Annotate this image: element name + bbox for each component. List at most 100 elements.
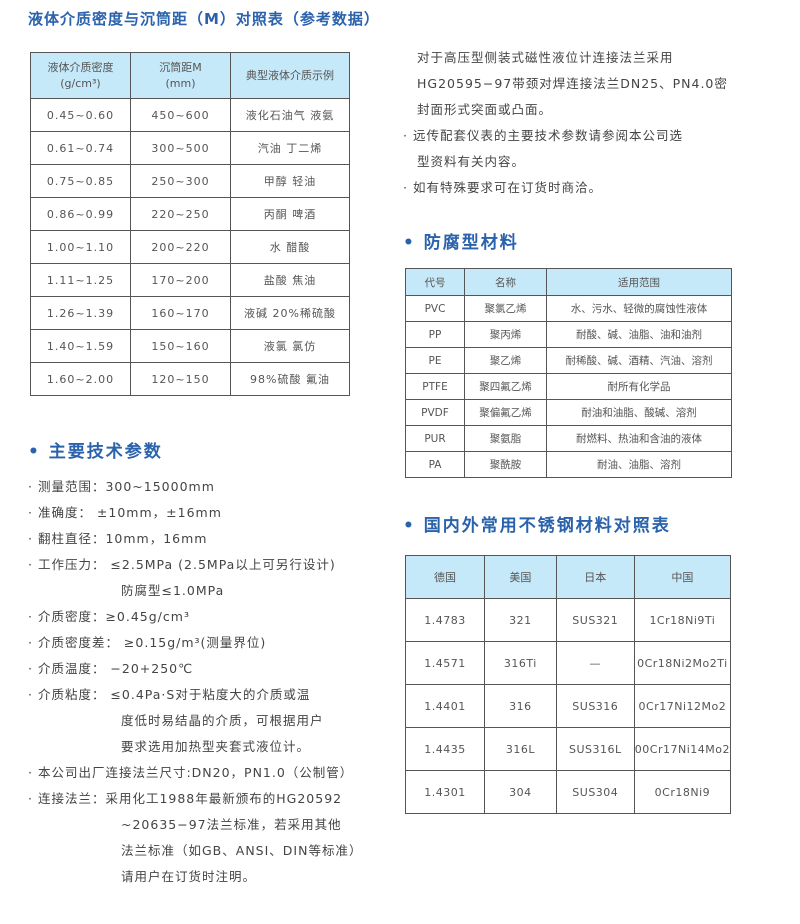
table-cell: 汽油 丁二烯 [230,131,350,165]
table-row: PVDF 聚偏氟乙烯 耐油和油脂、酸碱、溶剂 [405,399,732,426]
table-cell: SUS321 [555,598,635,642]
table-cell: 液碱 20%稀硫酸 [230,296,350,330]
table-cell: 耐稀酸、碱、酒精、汽油、溶剂 [546,347,732,374]
spec-line: ~20635−97法兰标准，若采用其他 [121,817,342,832]
spec-line: · 介质密度：≥0.45g/cm³ [28,609,190,624]
table-cell: 304 [484,770,557,814]
table-cell: 耐酸、碱、油脂、油和油剂 [546,321,732,348]
steel-table: 德国 美国 日本 中国 1.4783 321 SUS321 1Cr18Ni9Ti 1.4… [405,555,732,814]
table-row: 1.40~1.59 150~160 液氯 氯仿 [30,329,350,363]
header-code: 代号 [405,268,465,296]
table-row: 1.4571 316Ti —0Cr18Ni2Mo2Ti [405,641,732,685]
table-row: 1.4301 304 SUS304 0Cr18Ni9 [405,770,732,814]
table-cell: PA [405,451,465,478]
table-cell: 1.4435 [405,727,485,771]
table-row: PUR 聚氨脂 耐燃料、热油和含油的液体 [405,425,732,452]
table-cell: 300~500 [130,131,231,165]
table-row: 0.86~0.99 220~250 丙酮 啤酒 [30,197,350,231]
table-cell: 1.4401 [405,684,485,728]
spec-line: · 连接法兰：采用化工1988年最新颁布的HG20592 [28,791,343,806]
header-distance-label: 沉筒距M [159,60,202,74]
table-cell: PVC [405,295,465,322]
table-cell: 160~170 [130,296,231,330]
table-cell: 1.4301 [405,770,485,814]
table-cell: 316Ti [484,641,557,685]
header-distance-unit: (mm) [165,76,196,90]
table-cell: 水 醋酸 [230,230,350,264]
header-germany: 德国 [405,555,485,599]
spec-line: · 本公司出厂连接法兰尺寸:DN20，PN1.0（公制管） [28,765,354,780]
table-cell: 1.60~2.00 [30,362,131,396]
table-cell: 200~220 [130,230,231,264]
table-cell: 00Cr17Ni14Mo2 [633,727,732,771]
density-table-title: 液体介质密度与沉筒距（M）对照表（参考数据） [28,10,380,28]
spec-line: 法兰标准（如GB、ANSI、DIN等标准） [121,843,363,858]
materials-title: • 防腐型材料 [403,233,519,253]
table-cell: 0.61~0.74 [30,131,131,165]
materials-table: 代号 名称 适用范围 PVC 聚氯乙烯 水、污水、轻微的腐蚀性液体 PP 聚丙烯 耐酸、碱… [405,268,732,478]
spec-line: 要求选用加热型夹套式液位计。 [121,739,311,754]
steel-title: • 国内外常用不锈钢材料对照表 [403,516,671,536]
table-cell: 321 [484,598,557,642]
table-cell: 耐油、油脂、溶剂 [546,451,732,478]
table-cell: 450~600 [130,98,231,132]
note-line: HG20595−97带颈对焊连接法兰DN25、PN4.0密 [417,76,728,91]
table-cell: 耐油和油脂、酸碱、溶剂 [546,399,732,426]
table-cell: PVDF [405,399,465,426]
table-row: PVC 聚氯乙烯 水、污水、轻微的腐蚀性液体 [405,295,732,322]
table-cell: — [555,641,635,685]
spec-line: 防腐型≤1.0MPa [121,583,225,598]
header-density-unit: (g/cm³) [60,76,101,90]
table-cell: 丙酮 啤酒 [230,197,350,231]
table-cell: 98%硫酸 氟油 [230,362,350,396]
spec-line: · 介质温度： −20+250℃ [28,661,194,676]
table-row: 1.26~1.39 160~170 液碱 20%稀硫酸 [30,296,350,330]
note-line: · 远传配套仪表的主要技术参数请参阅本公司选 [403,128,683,143]
table-cell: 液化石油气 液氨 [230,98,350,132]
table-row: 0.45~0.60 450~600 液化石油气 液氨 [30,98,350,132]
table-row: PA 聚酰胺 耐油、油脂、溶剂 [405,451,732,478]
right-notes: 对于高压型侧装式磁性液位计连接法兰采用 HG20595−97带颈对焊连接法兰DN2… [403,45,728,201]
table-row: 1.11~1.25 170~200 盐酸 焦油 [30,263,350,297]
table-cell: 甲醇 轻油 [230,164,350,198]
table-cell: 220~250 [130,197,231,231]
table-cell: 316 [484,684,557,728]
table-cell: 液氯 氯仿 [230,329,350,363]
specs-title: • 主要技术参数 [28,442,163,462]
table-cell: 1.00~1.10 [30,230,131,264]
table-cell: 耐所有化学品 [546,373,732,400]
table-cell: 0Cr18Ni2Mo2Ti [633,641,732,685]
note-line: 封面形式突面或凸面。 [417,102,553,117]
table-cell: 0Cr18Ni9 [633,770,732,814]
table-row: 1.4435 316L SUS316L 00Cr17Ni14Mo2 [405,727,732,771]
header-scope: 适用范围 [546,268,732,296]
table-cell: 水、污水、轻微的腐蚀性液体 [546,295,732,322]
spec-line: 请用户在订货时注明。 [121,869,257,884]
table-cell: 聚氯乙烯 [464,295,547,322]
table-cell: PP [405,321,465,348]
spec-line: · 介质密度差： ≥0.15g/m³(测量界位) [28,635,267,650]
header-name: 名称 [464,268,547,296]
table-cell: 聚乙烯 [464,347,547,374]
note-line: 型资料有关内容。 [417,154,526,169]
note-line: · 如有特殊要求可在订货时商洽。 [403,180,602,195]
header-examples: 典型液体介质示例 [230,52,350,99]
spec-line: · 介质粘度： ≤0.4Pa·S对于粘度大的介质或温 [28,687,311,702]
table-cell: 1.4571 [405,641,485,685]
table-cell: 1.26~1.39 [30,296,131,330]
table-cell: PUR [405,425,465,452]
density-table: 液体介质密度 (g/cm³) 沉筒距M (mm) 典型液体介质示例 0.45~0.6… [30,52,350,396]
header-usa: 美国 [484,555,557,599]
spec-line: 度低时易结晶的介质，可根据用户 [121,713,324,728]
table-row: 1.60~2.00 120~150 98%硫酸 氟油 [30,362,350,396]
header-china: 中国 [633,555,732,599]
table-cell: 聚四氟乙烯 [464,373,547,400]
table-cell: 聚酰胺 [464,451,547,478]
table-cell: 1.40~1.59 [30,329,131,363]
table-cell: PE [405,347,465,374]
spec-line: · 准确度： ±10mm，±16mm [28,505,222,520]
header-japan: 日本 [555,555,635,599]
table-cell: 150~160 [130,329,231,363]
table-cell: 耐燃料、热油和含油的液体 [546,425,732,452]
